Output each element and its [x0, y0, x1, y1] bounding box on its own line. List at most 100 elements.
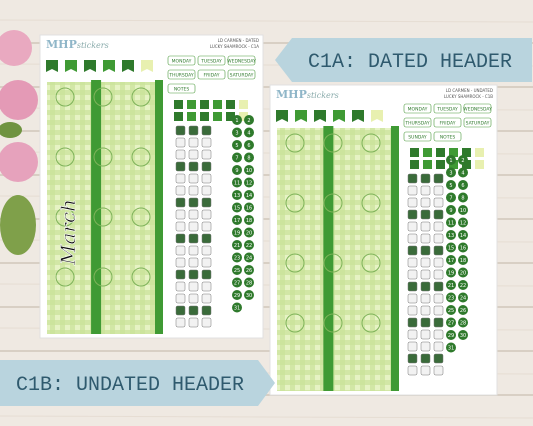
date-number: 20 — [246, 230, 252, 236]
date-number: 25 — [234, 268, 240, 274]
logo-main: MHP — [276, 88, 307, 101]
date-number: 16 — [246, 205, 252, 211]
date-number: 26 — [246, 268, 252, 274]
square-sticker — [200, 100, 209, 109]
date-circle — [446, 242, 456, 253]
date-number: 6 — [461, 183, 464, 189]
weekday-label: TUESDAY — [436, 107, 458, 113]
square-sticker — [462, 148, 471, 157]
icon-sticker — [420, 185, 431, 196]
date-number: 30 — [460, 333, 466, 339]
icon-sticker — [407, 209, 418, 220]
date-circle — [232, 265, 242, 275]
icon-sticker — [201, 305, 212, 316]
icon-sticker — [420, 233, 431, 244]
date-number: 19 — [448, 270, 454, 276]
square-sticker — [200, 112, 209, 121]
date-number: 13 — [448, 233, 454, 239]
date-number: 2 — [461, 158, 464, 164]
date-number: 21 — [448, 283, 454, 289]
date-circle — [458, 205, 468, 215]
date-circle — [244, 127, 254, 138]
icon-sticker — [420, 245, 431, 256]
icon-sticker — [175, 233, 186, 244]
icon-sticker — [407, 281, 418, 292]
icon-sticker — [407, 245, 418, 256]
date-number: 24 — [246, 255, 252, 261]
logo-script: stickers — [77, 41, 109, 50]
date-number: 24 — [460, 295, 466, 301]
shamrock — [361, 253, 381, 273]
icon-sticker — [433, 281, 444, 292]
date-circle — [232, 202, 242, 213]
icon-sticker — [433, 365, 444, 376]
shamrock — [285, 253, 305, 273]
icon-sticker — [175, 149, 186, 160]
date-circle — [244, 177, 254, 188]
date-number: 10 — [246, 168, 252, 174]
weekday-label: WEDNESDAY — [227, 59, 256, 65]
flag — [333, 110, 345, 122]
date-number: 13 — [234, 193, 240, 199]
icon-sticker — [175, 305, 186, 316]
flag — [141, 60, 153, 72]
icon-sticker — [188, 125, 199, 136]
icon-sticker — [201, 209, 212, 220]
date-circle — [232, 190, 242, 200]
date-number: 18 — [460, 258, 466, 264]
icon-sticker — [201, 173, 212, 184]
square-sticker — [449, 148, 458, 157]
strip-band — [391, 126, 399, 391]
square-sticker — [174, 100, 183, 109]
date-circle — [244, 227, 254, 238]
icon-sticker — [175, 221, 186, 232]
date-number: 17 — [234, 218, 240, 224]
date-circle — [244, 190, 254, 200]
square-sticker — [174, 112, 183, 121]
shamrock — [361, 133, 381, 153]
date-circle — [232, 240, 242, 250]
shamrock — [131, 87, 151, 107]
date-number: 6 — [247, 143, 250, 149]
icon-sticker — [407, 173, 418, 184]
weekday-label: MONDAY — [408, 107, 428, 113]
date-circle — [244, 202, 254, 213]
icon-sticker — [407, 317, 418, 328]
shamrock — [131, 207, 151, 227]
square-sticker — [423, 160, 432, 169]
square-sticker — [475, 148, 484, 157]
weekday-label: WEDNESDAY — [463, 107, 492, 113]
square-sticker — [226, 112, 235, 121]
date-circle — [446, 267, 456, 278]
date-number: 12 — [246, 180, 252, 186]
weekday-label: THURSDAY — [168, 73, 194, 79]
icon-sticker — [201, 221, 212, 232]
date-circle — [458, 155, 468, 165]
shamrock — [55, 87, 75, 107]
flag — [46, 60, 58, 72]
square-sticker — [436, 148, 445, 157]
shamrock — [55, 147, 75, 167]
date-number: 29 — [234, 293, 240, 299]
date-circle — [244, 252, 254, 263]
icon-sticker — [420, 341, 431, 352]
icon-sticker — [433, 341, 444, 352]
icon-sticker — [201, 293, 212, 304]
date-circle — [458, 305, 468, 315]
date-circle — [446, 192, 456, 203]
icon-sticker — [175, 209, 186, 220]
weekday-label: TUESDAY — [200, 59, 222, 65]
icon-sticker — [407, 197, 418, 208]
flag — [103, 60, 115, 72]
square-sticker — [436, 160, 445, 169]
icon-sticker — [201, 161, 212, 172]
icon-sticker — [433, 209, 444, 220]
icon-sticker — [433, 221, 444, 232]
shamrock — [361, 313, 381, 333]
date-circle — [446, 155, 456, 165]
date-number: 18 — [246, 218, 252, 224]
weekday-label: SATURDAY — [466, 121, 490, 127]
sheet-line1: LD CARMEN - DATED — [218, 38, 259, 43]
